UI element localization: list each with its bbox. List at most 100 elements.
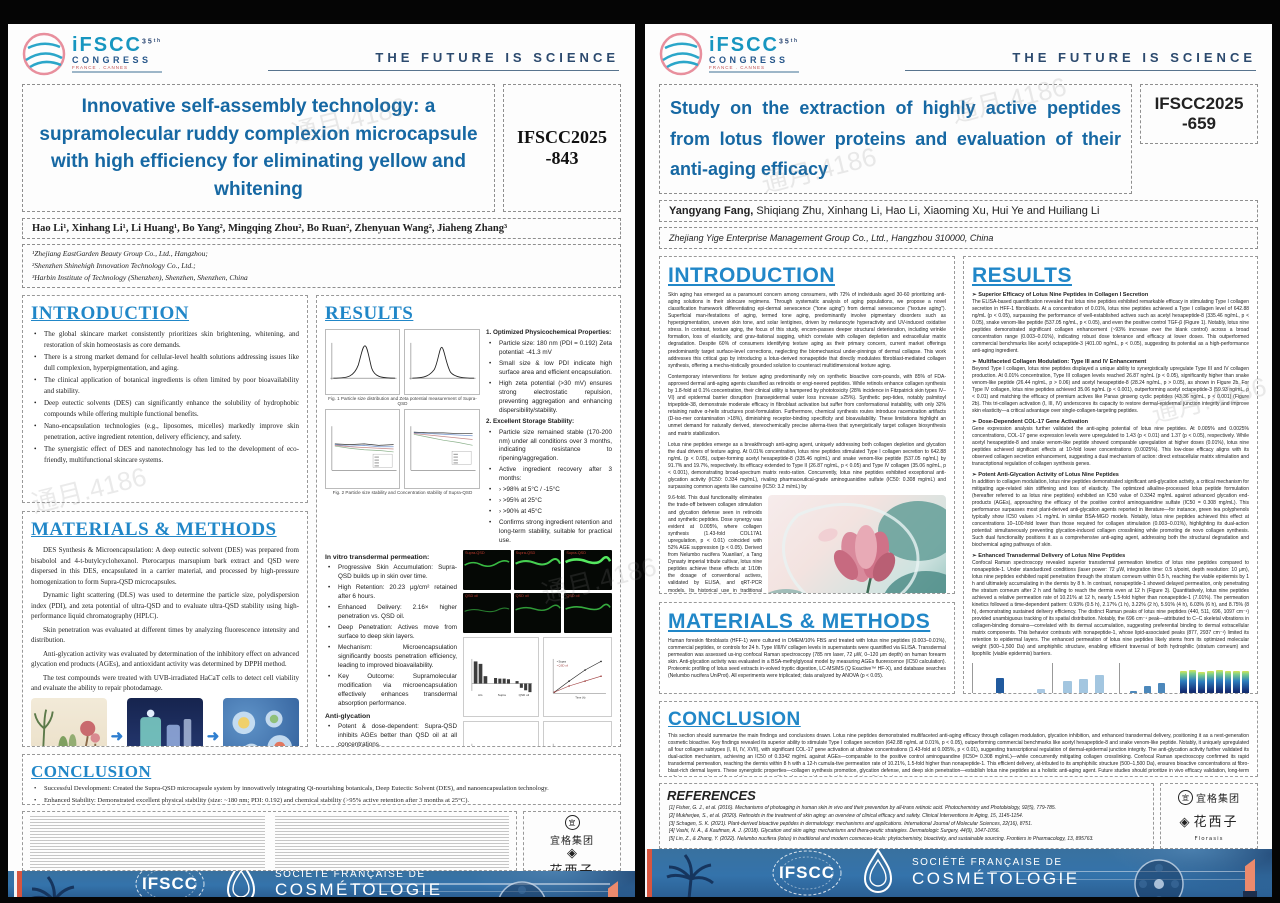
right-footer-banner: IFSCC SOCIÉTÉ FRANÇAISE DE COSMÉTOLOGIE (645, 848, 1272, 897)
affiliation-line: ³Harbin Institute of Technology (Shenzhe… (32, 273, 248, 283)
results-subsection: ➢ Potent Anti-Glycation Activity of Lotu… (972, 472, 1249, 549)
storage-bullet: › >95% at 25°C (489, 497, 612, 506)
results-subsection-text: Confocal Raman spectroscopy revealed sup… (972, 559, 1249, 657)
svg-text:AG: AG (478, 693, 483, 697)
bar (1206, 670, 1214, 693)
materials-paragraph: DES Synthesis & Microencapsulation: A de… (31, 546, 299, 586)
materials-paragraph: Skin penetration was evaluated at differ… (31, 625, 299, 645)
sfc-org-name: SOCIÉTÉ FRANÇAISE DE COSMÉTOLOGIE (275, 871, 443, 897)
invitro-bullet: Deep Penetration: Actives move from surf… (328, 624, 457, 642)
bar (1233, 670, 1241, 693)
poster-left: iFSCC35ᵗʰ CONGRESS FRANCE . CANNES THE F… (8, 24, 635, 897)
dpph-bar-chart: VCSupraQSD oil (463, 720, 539, 747)
storage-title: 2. Excellent Storage Stability: (485, 417, 575, 425)
invitro-bullet: Enhanced Delivery: 2.16× higher penetrat… (328, 604, 457, 622)
introduction-bullet: Deep eutectic solvents (DES) can signifi… (34, 398, 299, 419)
right-columns: INTRODUCTION Skin aging has emerged as a… (659, 255, 1258, 694)
results-subsections: ➢ Superior Efficacy of Lotus Nine Peptid… (972, 292, 1249, 658)
palm-tree-silhouette (31, 876, 75, 897)
svg-text:Time (h): Time (h) (575, 695, 585, 699)
reference-item: [3] Schagen, S. K. (2021). Plant-derived… (669, 820, 1033, 827)
antiglycation-bullets: Potent & dose-dependent: Supra-QSD inhib… (325, 723, 457, 746)
botanicals-illustration (31, 697, 107, 747)
yige-group-logo: 宜 宜格集团 (1178, 790, 1240, 805)
storage-bullet: › >90% at 45°C (489, 508, 612, 517)
fig1-caption: Fig. 1 Particle size distribution and Ze… (328, 396, 477, 407)
ifscc-congress-logo: iFSCC35ᵗʰ CONGRESS FRANCE . CANNES (22, 32, 162, 76)
bar (1198, 671, 1205, 693)
ifscc-congress-logo: iFSCC35ᵗʰ CONGRESS FRANCE . CANNES (659, 32, 799, 76)
right-sponsor-logos: 宜 宜格集团 ◈ 花西子 Florasis (1160, 783, 1258, 849)
logo-location: FRANCE . CANNES (72, 65, 162, 73)
left-sponsor-logos: 宜 宜格集团 ◈ 花西子 Florasis (523, 811, 621, 885)
conclusion-text: This section should summarize the main f… (668, 732, 1249, 776)
bar (1158, 682, 1166, 693)
tagline: THE FUTURE IS SCIENCE (904, 50, 1256, 71)
florasis-icon: ◈ (566, 846, 577, 862)
storage-bullets: Particle size remained stable (170-200 n… (486, 429, 612, 546)
references-heading: REFERENCES (667, 788, 756, 804)
antiglycation-heading: Anti-glycation (325, 712, 371, 720)
size-stability-chart (325, 409, 401, 490)
conclusion-bullet: Enhanced Stability: Demonstrated excelle… (34, 796, 612, 804)
phys-bullet: Small size & low PDI indicate high surfa… (489, 360, 612, 378)
left-footer-banner: IFSCC SOCIÉTÉ FRANÇAISE DE COSMÉTOLOGIE (8, 871, 635, 897)
particle-size-distribution-chart (325, 329, 401, 396)
materials-heading: MATERIALS & METHODS (668, 609, 931, 633)
affiliation-line: ²Shenzhen Shinehigh Innovation Technolog… (32, 261, 196, 271)
left-affiliations: ¹Zhejiang EastGarden Beauty Group Co., L… (22, 244, 621, 289)
fluorescence-tile: Supra-QSD (564, 549, 612, 590)
arrow-icon: ➜ (206, 729, 220, 746)
droplet-icon (226, 871, 256, 897)
bar (1095, 674, 1105, 693)
phys-bullet: High zeta potential (>30 mV) ensures str… (489, 380, 612, 416)
introduction-paragraph: Contemporary interventions for texture a… (668, 373, 946, 437)
svg-text:▪ QSD oil: ▪ QSD oil (556, 663, 568, 667)
accent-stripe (17, 871, 22, 897)
phys-title: 1. Optimized Physicochemical Properties: (485, 329, 612, 337)
left-references-row: 宜 宜格集团 ◈ 花西子 Florasis (22, 811, 621, 885)
left-header: iFSCC35ᵗʰ CONGRESS FRANCE . CANNES THE F… (8, 24, 635, 76)
results-subsection-heading: ➢ Dose-Dependent COL-17 Gene Activation (972, 418, 1089, 425)
conclusion-heading: CONCLUSION (31, 762, 152, 782)
introduction-paragraph: Skin aging has emerged as a paramount co… (668, 291, 946, 369)
materials-paragraph: Dynamic light scattering (DLS) was used … (31, 591, 299, 621)
invitro-bullets: Progressive Skin Accumulation: Supra-QSD… (325, 564, 457, 708)
materials-text: Human foreskin fibroblasts (HFF-1) were … (668, 637, 946, 680)
droplet-icon (863, 848, 893, 893)
bar (1078, 679, 1089, 693)
references-microtext (30, 816, 509, 869)
results-heading: RESULTS (972, 263, 1072, 287)
results-subsection-text: In addition to collagen modulation, lotu… (972, 478, 1249, 548)
storage-bullet: › >98% at 5°C / -15°C (489, 486, 612, 495)
yige-icon: 宜 (1178, 790, 1193, 805)
introduction-bullet: Nano-encapsulation technologies (e.g., l… (34, 421, 299, 442)
tagline: THE FUTURE IS SCIENCE (267, 50, 619, 71)
bar (995, 677, 1004, 693)
left-conclusion-section: CONCLUSION Successful Development: Creat… (22, 754, 621, 806)
reference-item: [4] Vashi, N. A., & Kaufman, A. J. (2018… (669, 828, 1000, 835)
storage-bullet: Particle size remained stable (170-200 n… (489, 429, 612, 465)
logo-congress: CONGRESS (72, 55, 152, 65)
reference-item: [5] Lin, Z., & Zhang, Y. (2022). Nelumbo… (669, 836, 1094, 843)
results-subsection-heading: ➢ Superior Efficacy of Lotus Nine Peptid… (972, 291, 1149, 298)
introduction-bullet: The clinical application of botanical in… (34, 375, 299, 396)
left-results-section: RESULTS (316, 295, 621, 748)
antiglycation-bullet: Potent & dose-dependent: Supra-QSD inhib… (328, 723, 457, 746)
materials-paragraph: The test compounds were treated with UVB… (31, 673, 299, 693)
bar (1189, 670, 1197, 693)
conclusion-bullets: Successful Development: Created the Supr… (31, 784, 612, 804)
collagen-secretion-bar-chart (972, 662, 1047, 693)
film-reel-icon (498, 881, 546, 897)
yige-icon: 宜 (564, 815, 580, 831)
ifscc-footer-logo: IFSCC (770, 849, 844, 897)
raman-depth-profile-lotus (1180, 668, 1249, 693)
fluorescence-tile: QSD oil (564, 592, 612, 633)
left-poster-title: Innovative self-assembly technology: a s… (22, 84, 495, 213)
phys-bullets: Particle size: 180 nm (PDI = 0.192) Zeta… (486, 340, 612, 416)
results-subsection-heading: ➢ Multifaceted Collagen Modulation: Type… (972, 358, 1147, 365)
film-reel-icon (1134, 859, 1184, 897)
lipstick-illustration (1242, 858, 1258, 897)
right-title-row: Study on the extraction of highly active… (659, 84, 1258, 194)
logo-brand: iFSCC35ᵗʰ (709, 34, 799, 56)
